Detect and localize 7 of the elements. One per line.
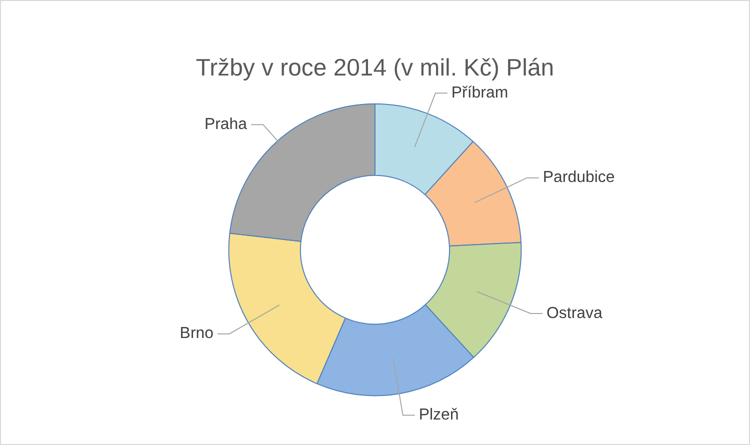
slice-label: Ostrava [546, 304, 602, 322]
slice-label: Pardubice [542, 169, 615, 186]
slice-label: Brno [180, 325, 214, 342]
chart-title: Tržby v roce 2014 (v mil. Kč) Plán [196, 54, 554, 82]
slice-label: Plzeň [418, 406, 459, 424]
slice-label: Příbram [451, 84, 508, 102]
slice-label: Praha [204, 116, 248, 133]
